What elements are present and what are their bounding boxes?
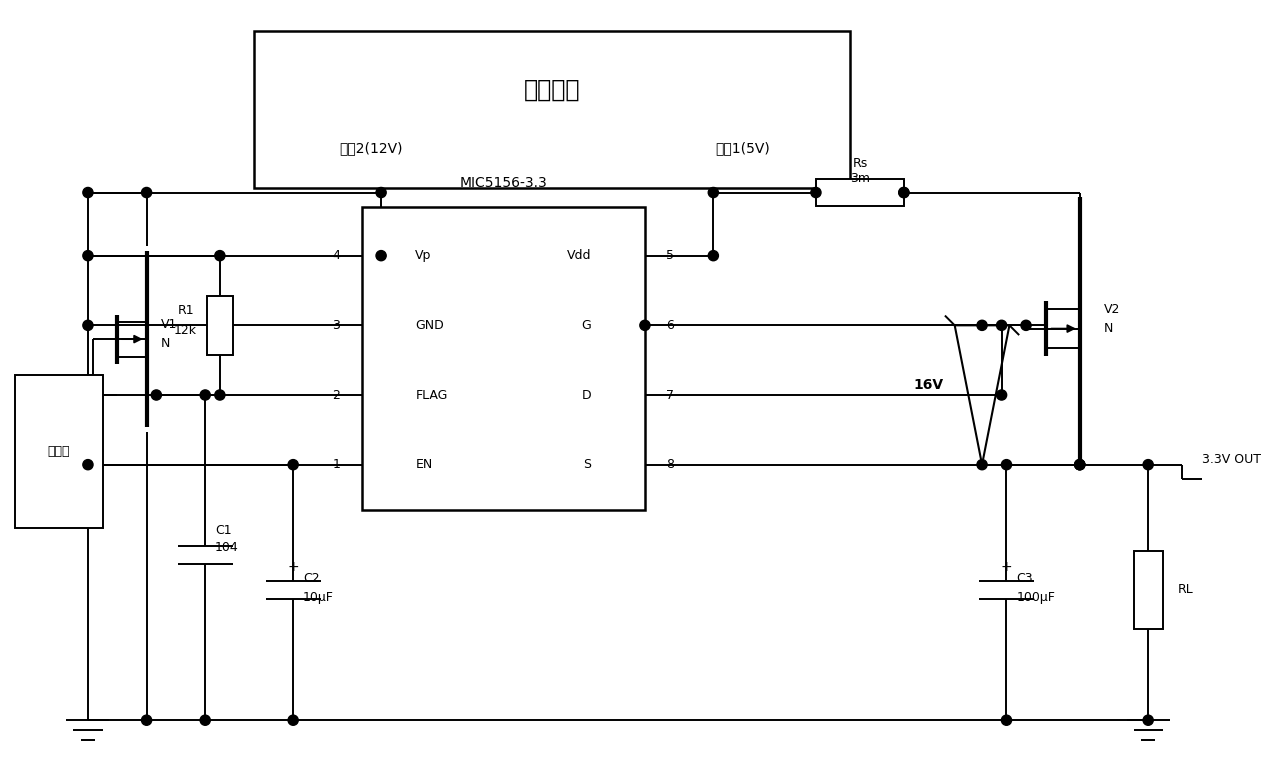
- Circle shape: [376, 250, 386, 261]
- Text: N: N: [161, 338, 171, 350]
- Text: 12k: 12k: [175, 324, 197, 337]
- Circle shape: [640, 320, 650, 330]
- Circle shape: [1002, 715, 1012, 725]
- Text: MIC5156-3.3: MIC5156-3.3: [459, 175, 548, 189]
- Circle shape: [83, 460, 94, 470]
- Text: C1: C1: [215, 524, 231, 537]
- Text: +: +: [287, 560, 299, 574]
- Circle shape: [708, 187, 719, 198]
- Text: EN: EN: [415, 458, 433, 472]
- Circle shape: [215, 250, 225, 261]
- Text: +: +: [1001, 560, 1012, 574]
- Circle shape: [708, 250, 719, 261]
- Circle shape: [899, 187, 910, 198]
- Text: RL: RL: [1178, 584, 1193, 597]
- Text: S: S: [583, 458, 591, 472]
- Bar: [362, 207, 645, 510]
- Bar: [254, 31, 850, 188]
- Text: Vdd: Vdd: [567, 249, 591, 262]
- Text: R1: R1: [177, 304, 194, 317]
- Text: 输出1(5V): 输出1(5V): [715, 141, 770, 155]
- Text: 控制器: 控制器: [47, 445, 70, 458]
- Text: 7: 7: [667, 389, 674, 401]
- Bar: [816, 179, 904, 206]
- Text: 3: 3: [333, 318, 340, 332]
- Text: 10μF: 10μF: [302, 591, 334, 604]
- Text: 2: 2: [333, 389, 340, 401]
- Circle shape: [1075, 460, 1085, 470]
- Circle shape: [376, 187, 386, 198]
- Text: 输出2(12V): 输出2(12V): [339, 141, 404, 155]
- Text: C2: C2: [302, 572, 320, 584]
- Circle shape: [1075, 460, 1085, 470]
- Bar: [15, 376, 102, 528]
- Circle shape: [83, 320, 94, 330]
- Text: FLAG: FLAG: [415, 389, 448, 401]
- Circle shape: [997, 390, 1007, 400]
- Circle shape: [899, 187, 910, 198]
- Circle shape: [215, 390, 225, 400]
- Circle shape: [997, 320, 1007, 330]
- Circle shape: [152, 390, 162, 400]
- Text: GND: GND: [415, 318, 444, 332]
- Text: G: G: [582, 318, 591, 332]
- Circle shape: [288, 715, 299, 725]
- Circle shape: [288, 460, 299, 470]
- Circle shape: [977, 460, 987, 470]
- Circle shape: [1002, 460, 1012, 470]
- Circle shape: [1144, 715, 1154, 725]
- Text: 3m: 3m: [850, 172, 870, 186]
- Text: 1: 1: [333, 458, 340, 472]
- Text: 8: 8: [667, 458, 674, 472]
- Text: 16V: 16V: [913, 378, 944, 392]
- Text: 6: 6: [667, 318, 674, 332]
- Circle shape: [83, 187, 94, 198]
- Text: V1: V1: [161, 318, 177, 331]
- Text: 4: 4: [333, 249, 340, 262]
- Text: 104: 104: [215, 541, 239, 553]
- Circle shape: [1144, 460, 1154, 470]
- Circle shape: [142, 715, 152, 725]
- Text: C3: C3: [1016, 572, 1034, 584]
- Text: Vp: Vp: [415, 249, 431, 262]
- Circle shape: [1021, 320, 1031, 330]
- Circle shape: [1075, 460, 1085, 470]
- Circle shape: [200, 715, 210, 725]
- Text: N: N: [1104, 322, 1113, 335]
- Text: 5: 5: [667, 249, 674, 262]
- Text: Rs: Rs: [853, 157, 868, 170]
- Bar: [1133, 551, 1163, 629]
- Circle shape: [142, 187, 152, 198]
- Circle shape: [83, 250, 94, 261]
- Text: V2: V2: [1104, 302, 1121, 315]
- Circle shape: [811, 187, 821, 198]
- Text: 100μF: 100μF: [1016, 591, 1055, 604]
- Text: 开关电源: 开关电源: [524, 78, 581, 102]
- Text: D: D: [582, 389, 591, 401]
- Bar: [207, 296, 233, 355]
- Circle shape: [977, 320, 987, 330]
- Circle shape: [200, 390, 210, 400]
- Text: 3.3V OUT: 3.3V OUT: [1202, 453, 1261, 466]
